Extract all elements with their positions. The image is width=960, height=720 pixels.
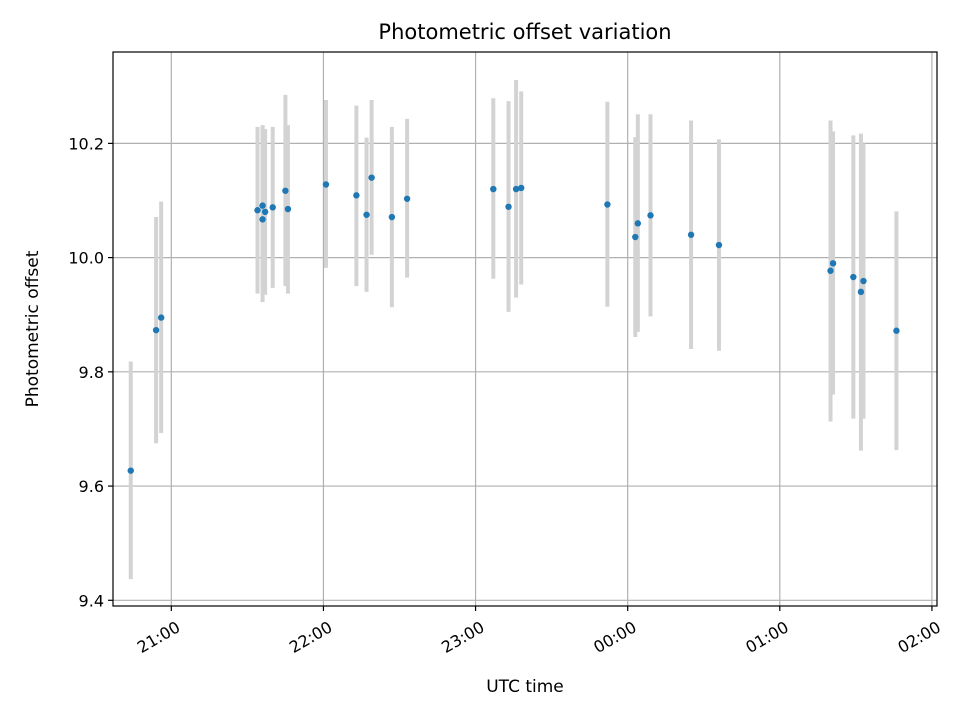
data-point — [282, 187, 289, 194]
data-point — [517, 184, 525, 192]
data-point — [634, 220, 642, 227]
data-point — [647, 212, 654, 219]
x-tick-label: 02:00 — [894, 617, 943, 657]
y-tick-label: 9.4 — [79, 591, 104, 610]
data-point — [259, 202, 266, 209]
x-tick-label: 23:00 — [438, 617, 487, 657]
data-point — [127, 467, 134, 474]
x-tick-label: 00:00 — [590, 617, 639, 657]
data-point — [363, 211, 370, 218]
data-point — [254, 207, 261, 214]
chart-title: Photometric offset variation — [378, 20, 671, 44]
error-bars — [128, 79, 899, 580]
y-tick-label: 9.6 — [79, 477, 104, 496]
data-point — [850, 273, 857, 281]
x-tick-label: 21:00 — [134, 617, 183, 657]
data-point — [269, 204, 276, 211]
data-point — [632, 233, 639, 241]
y-axis: 9.4 9.6 9.8 10.0 10.2 — [68, 134, 113, 610]
data-point — [284, 205, 292, 213]
grid — [113, 52, 937, 606]
data-point — [829, 260, 837, 267]
data-point — [368, 174, 375, 181]
data-point — [604, 201, 611, 208]
data-point — [403, 195, 411, 202]
data-point — [259, 216, 266, 223]
data-point — [505, 203, 512, 210]
y-tick-label: 10.0 — [68, 249, 104, 268]
data-point — [715, 241, 723, 249]
x-axis-label: UTC time — [486, 677, 564, 697]
y-tick-label: 9.8 — [79, 363, 104, 382]
data-point — [857, 288, 865, 296]
data-point — [687, 231, 695, 238]
data-point — [322, 181, 330, 188]
data-point — [353, 192, 360, 199]
x-tick-label: 01:00 — [742, 617, 791, 657]
data-point — [860, 277, 867, 285]
data-points — [127, 174, 900, 474]
data-point — [893, 327, 900, 334]
data-point — [157, 314, 165, 321]
data-point — [388, 213, 396, 221]
x-tick-label: 22:00 — [286, 617, 335, 657]
data-point — [827, 267, 834, 274]
plot-frame — [112, 51, 938, 607]
y-tick-label: 10.2 — [68, 134, 104, 153]
data-point — [152, 326, 160, 334]
x-axis: 21:00 22:00 23:00 00:00 01:00 02:00 — [134, 606, 944, 657]
data-point — [512, 185, 520, 193]
data-point — [490, 185, 497, 193]
y-axis-label: Photometric offset — [23, 250, 43, 407]
data-point — [261, 208, 269, 216]
